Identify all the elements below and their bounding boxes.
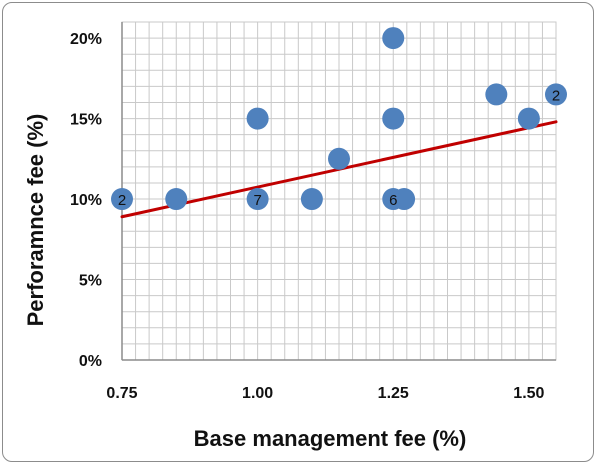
y-tick-label: 0%	[79, 353, 102, 370]
data-point	[382, 27, 405, 50]
x-axis-ticks: 0.75 1.00 1.25 1.50	[106, 385, 544, 402]
data-point	[485, 83, 508, 106]
y-tick-label: 15%	[70, 112, 102, 129]
point-count-label: 2	[552, 87, 560, 104]
data-point	[111, 188, 133, 211]
x-tick-label: 1.50	[513, 385, 544, 402]
data-point	[382, 107, 405, 130]
x-tick-label: 0.75	[106, 385, 137, 402]
x-tick-label: 1.00	[242, 385, 273, 402]
data-point	[393, 188, 416, 211]
x-axis-title: Base management fee (%)	[194, 426, 467, 451]
data-point	[300, 188, 323, 211]
x-tick-label: 1.25	[378, 385, 409, 402]
y-axis-title: Perforamnce fee (%)	[23, 114, 48, 327]
data-point	[328, 147, 350, 170]
point-count-label: 2	[118, 192, 126, 209]
data-point	[165, 188, 188, 211]
data-point	[517, 107, 540, 130]
data-point	[246, 107, 269, 130]
y-tick-label: 10%	[70, 192, 102, 209]
data-point	[545, 83, 567, 106]
data-point	[246, 188, 269, 211]
grid	[121, 21, 557, 361]
data-points: 2 7 6 2	[111, 27, 567, 211]
y-axis-ticks: 0% 5% 10% 15% 20%	[70, 31, 102, 370]
point-count-label: 7	[253, 192, 261, 209]
y-tick-label: 5%	[79, 273, 102, 290]
y-tick-label: 20%	[70, 31, 102, 48]
point-count-label: 6	[389, 192, 397, 209]
